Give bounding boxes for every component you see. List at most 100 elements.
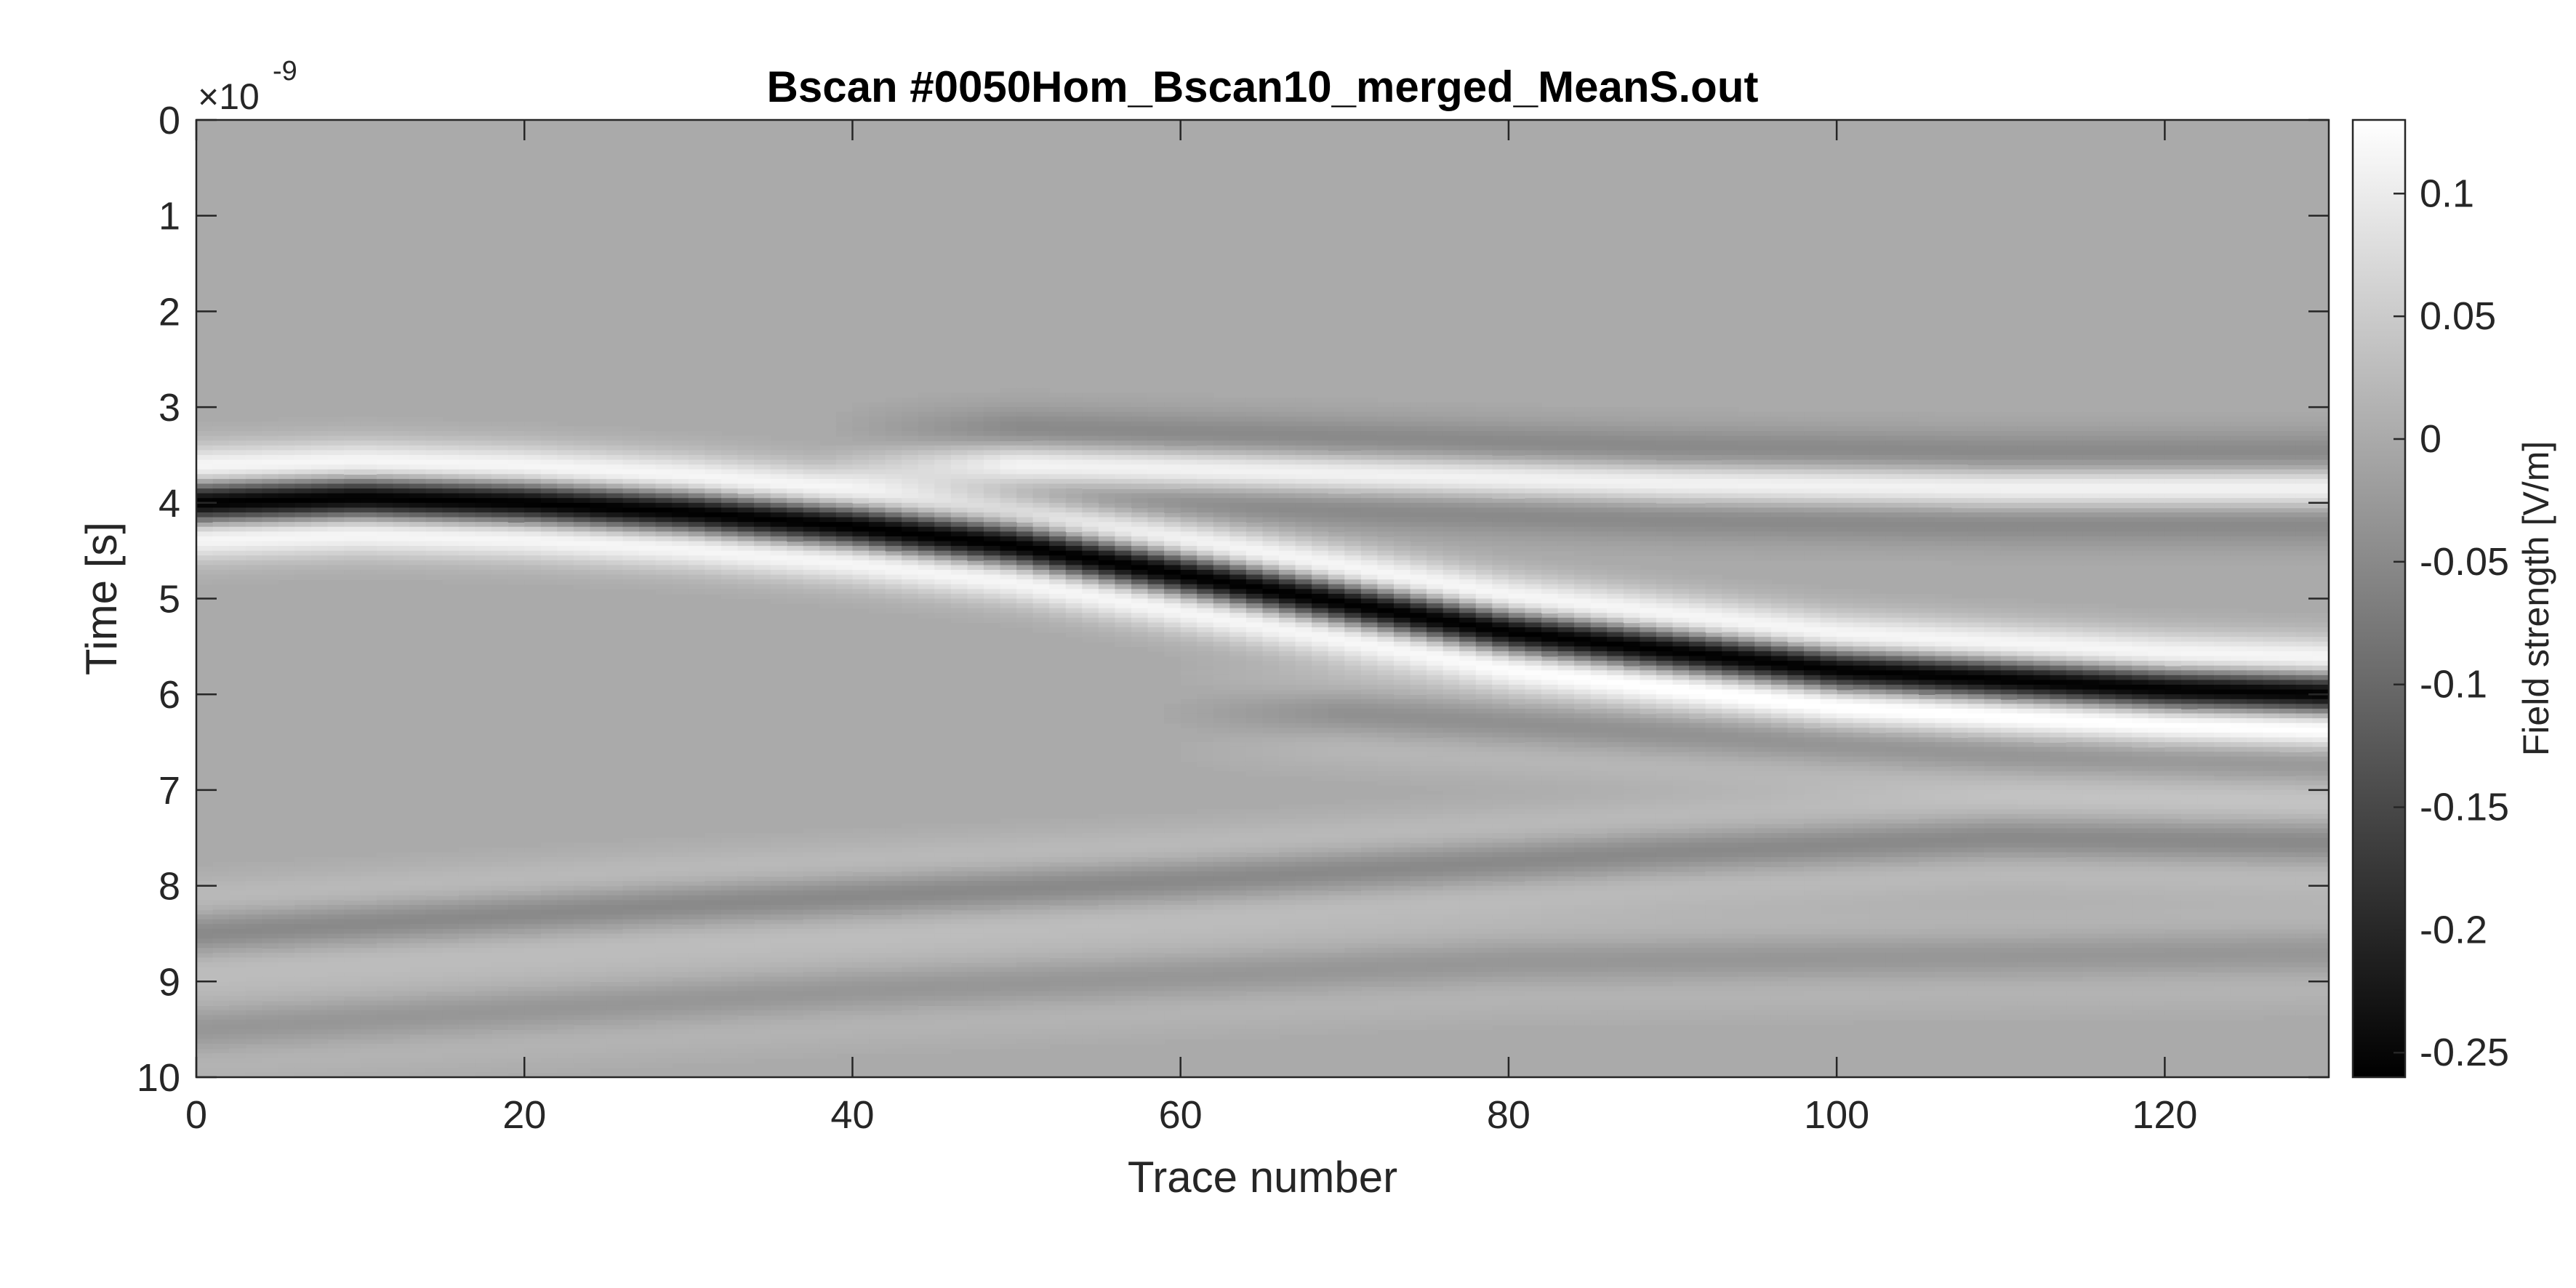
image-cell [737,1034,755,1040]
image-cell [639,1034,657,1040]
image-cell [1016,608,1034,614]
image-cell [524,919,542,925]
image-cell [902,895,919,901]
image-cell [655,526,673,533]
image-cell [524,1024,542,1030]
image-cell [524,957,542,963]
image-cell [573,919,591,925]
image-cell [1065,598,1083,604]
image-cell [458,522,476,528]
image-cell [475,474,492,480]
image-cell [934,876,952,882]
image-cell [918,483,936,489]
image-cell [737,450,755,456]
image-cell [458,895,476,901]
image-cell [819,464,837,470]
image-cell [310,914,329,920]
image-cell [770,1029,788,1035]
image-cell [950,904,968,911]
image-cell [310,1072,329,1078]
image-cell [590,1029,607,1035]
image-cell [1115,402,1132,408]
image-cell [475,857,492,863]
image-cell [1016,536,1034,542]
image-cell [1147,531,1165,537]
image-cell [754,1000,771,1007]
image-cell [1065,483,1083,489]
image-cell [442,450,460,456]
image-cell [491,996,509,1002]
image-cell [1082,450,1099,456]
image-cell [622,948,640,954]
image-cell [754,928,771,935]
image-cell [1016,895,1034,901]
image-cell [507,866,526,872]
image-cell [918,866,936,872]
image-cell [852,928,870,935]
image-cell [803,938,821,944]
image-cell [672,885,689,891]
image-cell [294,1067,312,1074]
image-cell [672,933,689,939]
image-cell [787,522,804,528]
image-cell [1032,483,1050,489]
image-cell [1098,536,1116,542]
image-cell [1065,459,1083,465]
image-cell [229,579,246,585]
image-cell [721,900,739,906]
image-cell [245,464,263,470]
image-cell [491,904,509,911]
image-cell [212,962,230,968]
image-cell [590,967,607,973]
image-cell [606,857,624,863]
image-cell [803,1015,821,1021]
image-cell [835,919,854,925]
image-cell [278,450,296,456]
image-cell [787,536,804,542]
image-cell [688,861,706,868]
image-cell [639,579,657,585]
image-cell [803,1039,821,1045]
image-cell [1164,402,1181,408]
image-cell [606,1015,624,1021]
image-cell [491,445,509,451]
image-cell [393,890,411,896]
image-cell [294,900,312,906]
image-cell [491,1067,509,1074]
image-cell [672,1043,689,1050]
image-cell [1032,550,1050,557]
image-cell [754,842,771,848]
image-cell [524,1015,542,1021]
image-cell [950,881,968,887]
image-cell [262,881,279,887]
image-cell [377,1034,394,1040]
image-cell [1147,1010,1165,1016]
image-cell [721,435,739,441]
image-cell [688,546,706,552]
image-cell [1131,613,1149,619]
image-cell [458,431,476,437]
image-cell [770,526,788,533]
image-cell [606,972,624,978]
image-cell [393,555,411,561]
image-cell [902,861,919,868]
image-cell [393,885,411,891]
image-cell [622,904,640,911]
image-cell [1032,450,1050,456]
image-cell [1082,952,1099,959]
image-cell [212,560,230,566]
image-cell [1115,431,1132,437]
image-cell [458,962,476,968]
image-cell [196,498,214,504]
image-cell [524,488,542,494]
image-cell [819,517,837,523]
image-cell [1147,991,1165,997]
image-cell [393,569,411,576]
image-cell [606,876,624,882]
image-cell [409,574,427,580]
image-cell [245,579,263,585]
image-cell [918,574,936,580]
image-cell [950,928,968,935]
image-cell [310,569,329,576]
image-cell [622,1063,640,1068]
